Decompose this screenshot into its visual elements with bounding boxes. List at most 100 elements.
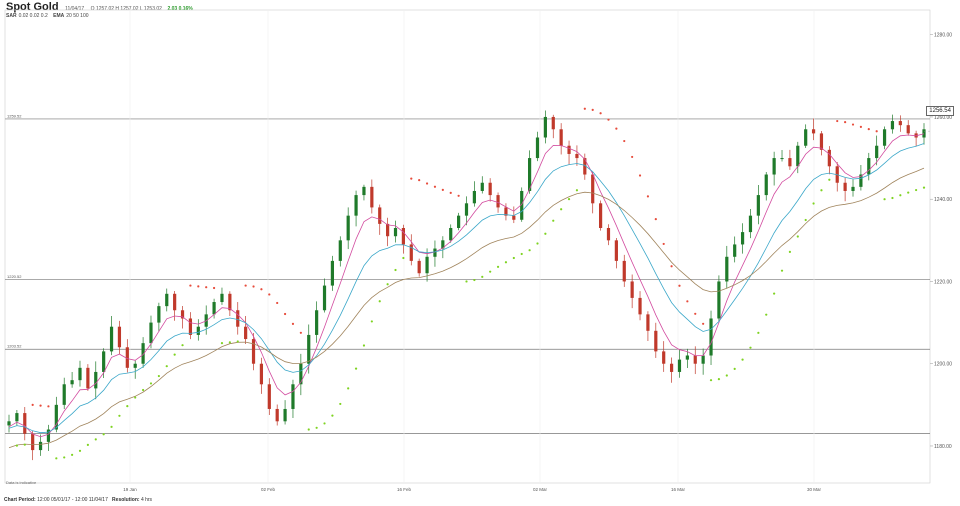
sar-dot: [165, 365, 168, 368]
sar-dot: [228, 341, 231, 344]
sar-dot: [489, 270, 492, 273]
candle-body: [386, 223, 390, 237]
candle-body: [882, 129, 887, 146]
candle-body: [693, 355, 697, 364]
sar-dot: [820, 189, 823, 192]
ema-label[interactable]: EMA: [53, 13, 65, 19]
sar-dot: [496, 265, 500, 268]
sar-dot: [362, 344, 366, 347]
sar-dot: [433, 185, 437, 188]
candle-body: [94, 371, 98, 389]
level-label: 1220.52: [7, 274, 22, 279]
candle-body: [796, 145, 800, 167]
sar-dot: [47, 405, 50, 408]
sar-dot: [212, 286, 216, 290]
candle-body: [827, 149, 831, 167]
ohlc-values: O 1257.02 H 1257.02 L 1253.02: [90, 6, 162, 12]
sar-dot: [149, 382, 153, 385]
sar-dot: [315, 426, 318, 429]
candle-body: [780, 158, 784, 160]
sar-dot: [560, 208, 563, 211]
candle-body: [685, 355, 689, 360]
sar-dot: [504, 261, 508, 264]
sar-dot: [157, 374, 160, 378]
sar-dot: [71, 453, 74, 456]
sar-dot: [244, 284, 247, 287]
sar-dot: [276, 301, 279, 305]
sar-dot: [599, 112, 602, 115]
sar-dot: [283, 312, 287, 316]
sar-dot: [725, 374, 728, 377]
candle-body: [133, 363, 137, 368]
candle-body: [733, 244, 737, 257]
level-label: 1259.52: [7, 113, 22, 118]
candle-body: [638, 297, 642, 315]
candle-body: [433, 248, 437, 257]
sar-dot: [15, 444, 18, 447]
sar-dot: [425, 182, 429, 185]
candle-body: [38, 441, 43, 451]
sar-params: 0.02 0.02 0.2: [18, 13, 48, 19]
sar-dot: [220, 342, 224, 345]
candle-body: [922, 129, 926, 138]
resolution-label: Resolution:: [112, 497, 140, 503]
sar-dot: [694, 312, 697, 315]
sar-dot: [481, 275, 484, 278]
candle-body: [520, 190, 524, 220]
candle-body: [843, 182, 847, 191]
candle-body: [591, 174, 595, 204]
candle-body: [125, 347, 129, 368]
price-change: 2.03 0.16%: [167, 6, 193, 12]
sar-dot: [323, 422, 326, 425]
sar-dot: [702, 322, 705, 325]
sar-dot: [236, 340, 239, 343]
sar-dot: [757, 331, 760, 334]
candle-body: [480, 182, 484, 191]
sar-dot: [922, 186, 926, 189]
sar-dot: [291, 322, 295, 325]
sar-dot: [94, 438, 97, 441]
last-price-tag: 1256.54: [926, 106, 954, 116]
sar-dot: [907, 191, 910, 194]
candle-body: [725, 256, 729, 282]
candle-body: [669, 363, 674, 372]
chart-footer: Chart Period: 12:00 05/01/17 - 12:00 11/…: [4, 497, 152, 503]
candle-body: [362, 186, 366, 196]
candle-body: [220, 293, 224, 303]
candle-body: [259, 363, 264, 385]
sar-dot: [347, 387, 350, 390]
sar-dot: [662, 242, 665, 246]
candle-body: [622, 260, 626, 282]
candle-body: [662, 351, 666, 364]
sar-dot: [749, 346, 752, 349]
sar-dot: [197, 285, 200, 288]
sar-dot: [110, 425, 113, 428]
candle-body: [677, 359, 682, 372]
y-tick-label: 1240.00: [934, 197, 952, 203]
sar-dot: [623, 139, 626, 143]
sar-dot: [765, 313, 768, 316]
candle-body: [441, 240, 445, 249]
candle-body: [315, 310, 319, 335]
sar-dot: [31, 403, 34, 406]
sar-dot: [844, 121, 847, 124]
sar-dot: [631, 155, 634, 159]
y-tick-label: 1200.00: [934, 362, 952, 368]
candle-body: [425, 256, 429, 274]
sar-dot: [717, 378, 721, 381]
sar-dot: [686, 300, 689, 303]
x-tick-label: 30 Mar: [807, 487, 822, 492]
candle-body: [804, 129, 808, 146]
sar-dot: [181, 344, 184, 347]
sar-label[interactable]: SAR: [6, 13, 17, 19]
candle-body: [496, 195, 500, 208]
candle-body: [488, 182, 492, 196]
candle-body: [748, 215, 753, 233]
candle-body: [15, 413, 19, 422]
candle-body: [173, 293, 177, 311]
y-tick-label: 1220.00: [934, 279, 952, 285]
candle-body: [906, 125, 910, 134]
sar-dot: [473, 278, 476, 282]
candle-body: [393, 227, 398, 237]
